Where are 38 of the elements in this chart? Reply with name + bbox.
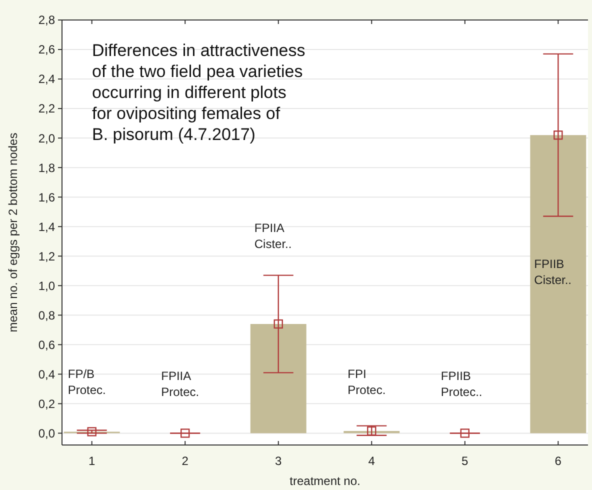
text: Differences in attractiveness of the two field pea varieties occurring in different plots for ovipositing females of B. pisorum (4.7.2017) bbox=[92, 41, 306, 144]
point bbox=[460, 428, 470, 438]
x-tick-label: 1 bbox=[88, 454, 96, 468]
annotation: FP/B Protec. bbox=[68, 367, 106, 397]
y-tick-label: 2,6 bbox=[38, 42, 56, 57]
point bbox=[180, 428, 190, 438]
y-tick-label: 0,6 bbox=[38, 338, 56, 352]
y-tick-label: 2,0 bbox=[38, 131, 56, 146]
bar bbox=[250, 324, 306, 434]
point bbox=[274, 319, 283, 329]
y-tick-label: 2,4 bbox=[38, 72, 56, 86]
x-tick-label: 6 bbox=[554, 454, 562, 468]
y-tick-label: 1,4 bbox=[38, 220, 56, 234]
x-tick-label: 2 bbox=[182, 454, 189, 468]
y-tick-label: 1,2 bbox=[38, 249, 56, 264]
annotation: FPIIA Protec. bbox=[161, 369, 200, 399]
point bbox=[87, 427, 96, 436]
point bbox=[367, 426, 376, 436]
x-tick-label: 3 bbox=[275, 454, 282, 468]
bar bbox=[530, 135, 586, 434]
annotation: FPIIA Cister.. bbox=[254, 221, 292, 251]
x-tick-label: 5 bbox=[462, 454, 469, 468]
x-axis-title: treatment no. bbox=[290, 474, 360, 488]
y-tick-label: 2,2 bbox=[38, 102, 56, 116]
y-tick-label: 1,6 bbox=[38, 190, 56, 204]
point bbox=[554, 130, 563, 140]
y-tick-label: 1,0 bbox=[38, 278, 56, 293]
y-axis-title: mean no. of eggs per 2 bottom nodes bbox=[6, 132, 20, 332]
y-tick-label: 0,4 bbox=[38, 367, 56, 382]
annotation: FPIIB Cister.. bbox=[534, 257, 572, 287]
y-tick-label: 0,8 bbox=[38, 308, 56, 322]
y-tick-label: 0,2 bbox=[38, 396, 56, 411]
y-tick-label: 1,8 bbox=[38, 160, 56, 175]
y-tick-label: 2,8 bbox=[38, 13, 56, 28]
annotation: FPI Protec. bbox=[348, 367, 386, 397]
annotation: FPIIB Protec.. bbox=[440, 369, 482, 399]
y-tick-label: 0,0 bbox=[38, 426, 56, 440]
x-tick-label: 4 bbox=[368, 454, 376, 468]
